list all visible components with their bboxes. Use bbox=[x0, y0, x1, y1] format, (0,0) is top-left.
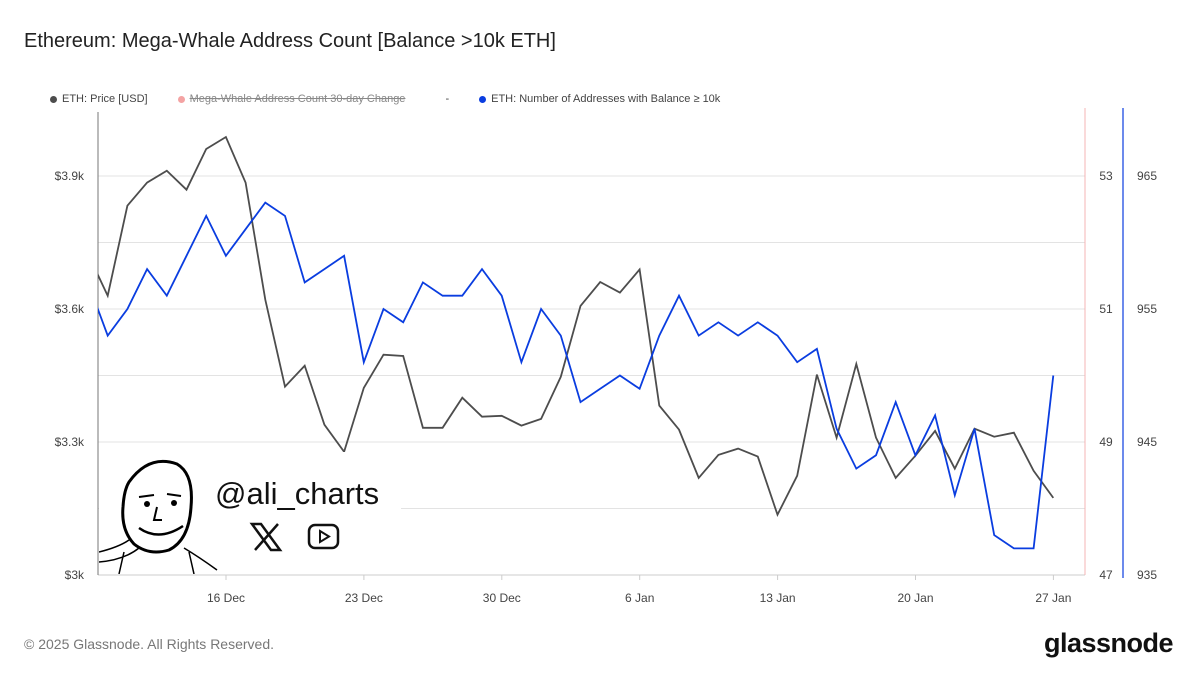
y-left-tick-label: $3.6k bbox=[55, 302, 85, 316]
watermark-handle: @ali_charts bbox=[215, 476, 380, 511]
glassnode-logo: glassnode bbox=[1043, 628, 1174, 658]
chart-plot: $3k $3.3k $3.6k $3.9k 47 49 51 53 935 945 955 965 16… bbox=[55, 108, 1157, 605]
legend-label: ETH: Price [USD] bbox=[62, 93, 148, 105]
y-right-change-tick-label: 51 bbox=[1099, 302, 1113, 316]
x-tick-label: 27 Jan bbox=[1035, 591, 1071, 605]
y-right-change-tick-label: 49 bbox=[1099, 435, 1113, 449]
y-right-count-tick-label: 935 bbox=[1137, 568, 1157, 582]
copyright-text: © 2025 Glassnode. All Rights Reserved. bbox=[24, 636, 275, 652]
youtube-icon[interactable] bbox=[307, 522, 341, 552]
y-left-tick-label: $3k bbox=[65, 568, 85, 582]
x-tick-label: 30 Dec bbox=[483, 591, 521, 605]
x-tick-label: 23 Dec bbox=[345, 591, 383, 605]
chart-title: Ethereum: Mega-Whale Address Count [Bala… bbox=[24, 30, 556, 52]
avatar-sketch-icon bbox=[99, 459, 218, 574]
legend-dot-icon bbox=[177, 95, 185, 103]
y-right-count-tick-label: 955 bbox=[1137, 302, 1157, 316]
y-left-tick-label: $3.9k bbox=[55, 169, 85, 183]
legend-label: - bbox=[445, 93, 450, 105]
legend-item-price[interactable]: ETH: Price [USD] bbox=[50, 93, 148, 105]
address-count-line bbox=[98, 201, 1055, 550]
legend-label: Mega-Whale Address Count 30-day Change bbox=[189, 93, 406, 105]
x-tick-label: 20 Jan bbox=[897, 591, 933, 605]
legend-item-change[interactable]: Mega-Whale Address Count 30-day Change bbox=[177, 93, 406, 105]
legend-separator: - bbox=[445, 93, 449, 105]
x-tick-label: 13 Jan bbox=[760, 591, 796, 605]
price-line bbox=[98, 135, 1055, 518]
legend-dot-icon bbox=[479, 95, 487, 103]
y-right-change-tick-label: 47 bbox=[1099, 568, 1113, 582]
x-tick-label: 6 Jan bbox=[625, 591, 654, 605]
legend-label: ETH: Number of Addresses with Balance ≥ … bbox=[491, 93, 721, 105]
legend: ETH: Price [USD] Mega-Whale Address Coun… bbox=[50, 93, 720, 105]
x-logo-icon[interactable] bbox=[249, 522, 283, 552]
watermark: @ali_charts bbox=[99, 452, 401, 574]
legend-dot-icon bbox=[50, 95, 57, 103]
y-right-count-tick-label: 965 bbox=[1137, 169, 1157, 183]
y-right-count-tick-label: 945 bbox=[1137, 435, 1157, 449]
legend-item-addresses[interactable]: ETH: Number of Addresses with Balance ≥ … bbox=[479, 93, 720, 105]
y-left-tick-label: $3.3k bbox=[55, 435, 85, 449]
y-right-change-tick-label: 53 bbox=[1099, 169, 1113, 183]
x-tick-label: 16 Dec bbox=[207, 591, 245, 605]
